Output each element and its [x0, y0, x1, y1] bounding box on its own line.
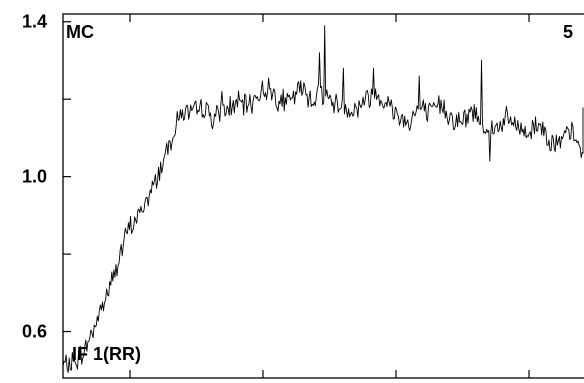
annotation-top-left: MC	[66, 22, 94, 42]
y-tick-label: 1.0	[22, 167, 47, 187]
plot-frame	[62, 13, 584, 379]
annotation-bottom-left: IF 1(RR)	[72, 344, 141, 364]
y-tick-label: 1.4	[22, 12, 47, 32]
x-axis-ticks	[129, 14, 530, 378]
y-tick-label: 0.6	[22, 322, 47, 342]
y-axis-labels: 1.4 1.0 0.6	[22, 12, 47, 342]
series-line	[62, 25, 584, 373]
annotation-top-right: 5	[563, 22, 573, 42]
y-axis-ticks	[63, 21, 71, 333]
